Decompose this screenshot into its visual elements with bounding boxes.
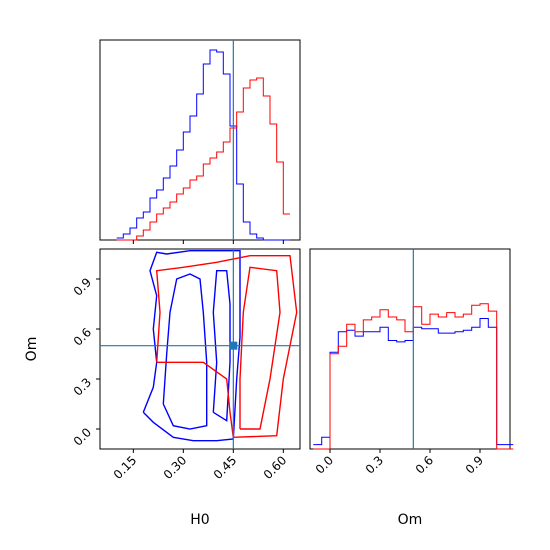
contour-blue-outer <box>142 249 241 442</box>
y-axis-label-om: Om <box>24 337 40 362</box>
panel-om-histogram-frame <box>309 248 511 450</box>
contour-red-inner <box>239 266 281 430</box>
h0-hist-red <box>116 77 290 241</box>
h0-hist-blue <box>116 49 290 241</box>
h0-histogram-group <box>116 40 290 241</box>
x-axis-label-om: Om <box>398 512 423 528</box>
panel-joint-frame <box>99 248 301 450</box>
om-x-tick-label: 0.0 <box>313 453 336 476</box>
om-x-tick-label: 0.6 <box>413 453 436 476</box>
om-histogram-group <box>313 249 514 450</box>
h0-tick-label: 0.45 <box>211 453 240 482</box>
om-x-tick-label: 0.3 <box>363 453 386 476</box>
panel-h0-histogram-frame <box>99 39 301 241</box>
h0-tick-label: 0.30 <box>161 453 190 482</box>
contour-blue-inner <box>162 273 208 430</box>
joint-contour-group <box>100 249 300 449</box>
om-y-tick-label: 0.6 <box>71 325 94 348</box>
x-axis-label-h0: H0 <box>190 512 209 528</box>
tick-group: 0.15 0.30 0.45 0.60 0.0 0.0 0.3 0.3 0.6 0.6 0.9 0.9 <box>71 240 486 482</box>
h0-tick-label: 0.60 <box>261 453 290 482</box>
om-x-tick-label: 0.9 <box>463 453 486 476</box>
h0-tick-label: 0.15 <box>111 453 140 482</box>
om-y-tick-label: 0.3 <box>71 375 94 398</box>
om-y-tick-label: 0.0 <box>71 425 94 448</box>
truth-marker <box>229 341 238 350</box>
om-y-tick-label: 0.9 <box>71 275 94 298</box>
